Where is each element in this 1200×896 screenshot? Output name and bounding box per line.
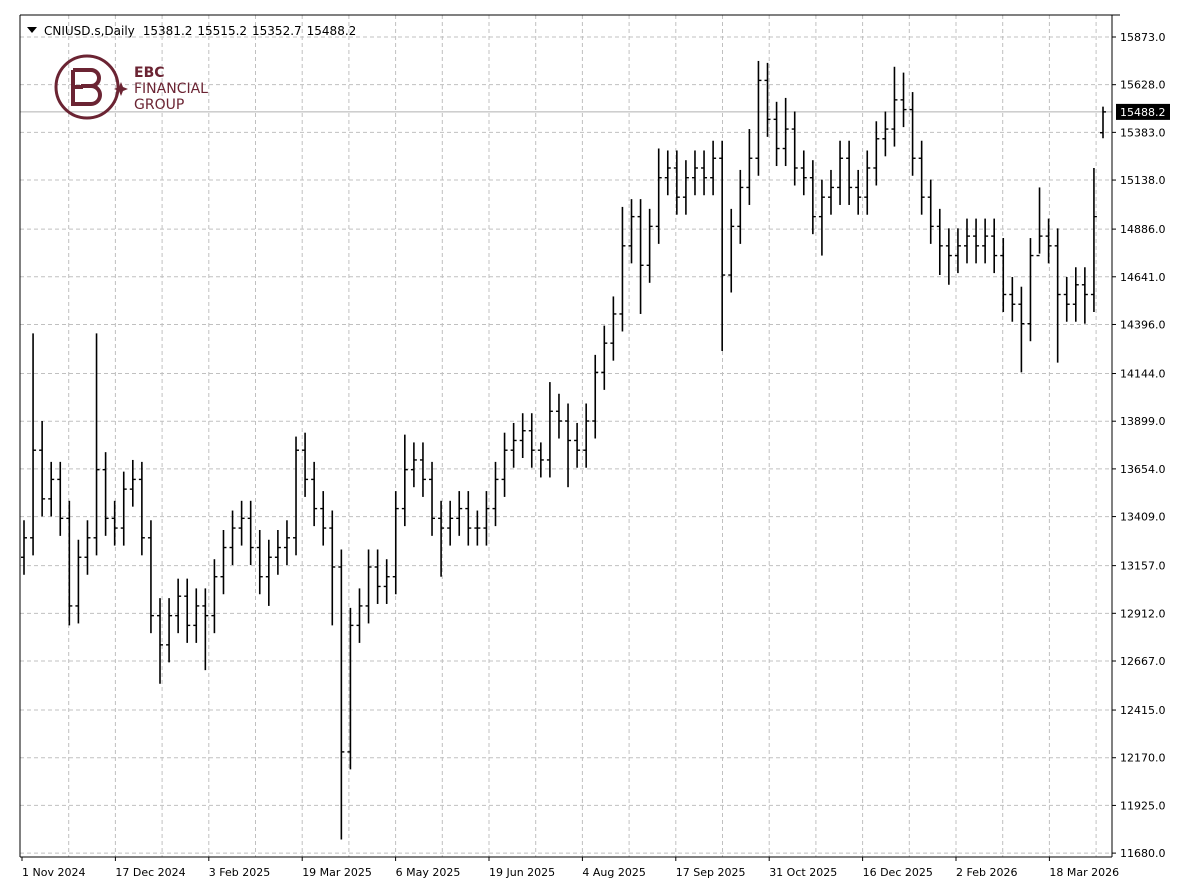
y-tick-label: 13654.0 (1120, 463, 1166, 476)
high-value: 15515.2 (197, 24, 247, 38)
y-tick-label: 15138.0 (1120, 174, 1166, 187)
x-tick-label: 31 Oct 2025 (769, 866, 837, 879)
x-tick-label: 6 May 2025 (396, 866, 461, 879)
logo-mark (71, 68, 102, 106)
bars (21, 60, 1106, 840)
open-value: 15381.2 (143, 24, 193, 38)
y-tick-label: 13899.0 (1120, 415, 1166, 428)
y-tick-label: 12415.0 (1120, 704, 1166, 717)
low-value: 15352.7 (252, 24, 302, 38)
x-tick-label: 4 Aug 2025 (582, 866, 645, 879)
y-tick-label: 12912.0 (1120, 607, 1166, 620)
y-tick-label: 12667.0 (1120, 655, 1166, 668)
y-tick-label: 13157.0 (1120, 560, 1166, 573)
logo-line: EBC (134, 65, 165, 81)
logo: EBC FINANCIAL GROUP (54, 54, 208, 120)
y-tick-label: 14144.0 (1120, 368, 1166, 381)
y-tick-label: 11925.0 (1120, 799, 1166, 812)
header-arrow (27, 27, 37, 33)
y-tick-label: 15383.0 (1120, 126, 1166, 139)
grid (20, 15, 1112, 857)
x-tick-label: 19 Mar 2025 (302, 866, 372, 879)
x-tick-label: 2 Feb 2026 (956, 866, 1017, 879)
y-tick-label: 14641.0 (1120, 271, 1166, 284)
price-label: 15488.2 (1120, 106, 1166, 119)
x-tick-label: 3 Feb 2025 (209, 866, 270, 879)
x-tick-label: 16 Dec 2025 (863, 866, 933, 879)
x-tick-label: 17 Dec 2024 (115, 866, 185, 879)
logo-ring (54, 54, 120, 120)
x-tick-label: 18 Mar 2026 (1049, 866, 1119, 879)
logo-line: FINANCIAL (134, 81, 208, 97)
x-tick-label: 19 Jun 2025 (489, 866, 555, 879)
y-tick-label: 12170.0 (1120, 752, 1166, 765)
logo-line: GROUP (134, 97, 184, 113)
x-tick-label: 1 Nov 2024 (22, 866, 85, 879)
logo-star (114, 82, 128, 96)
header: CNIUSD.s,Daily 15381.2 15515.2 15352.7 15488… (44, 24, 356, 38)
y-tick-label: 15628.0 (1120, 79, 1166, 92)
y-tick-label: 14396.0 (1120, 318, 1166, 331)
y-tick-label: 15873.0 (1120, 31, 1166, 44)
y-tick-label: 14886.0 (1120, 223, 1166, 236)
x-tick-label: 17 Sep 2025 (676, 866, 746, 879)
y-tick-label: 11680.0 (1120, 847, 1166, 860)
symbol: CNIUSD.s,Daily (44, 24, 135, 38)
close-value: 15488.2 (307, 24, 357, 38)
price-box (1116, 103, 1170, 120)
y-tick-label: 13409.0 (1120, 511, 1166, 524)
